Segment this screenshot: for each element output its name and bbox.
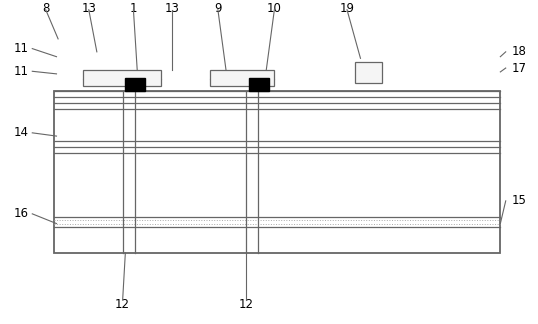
Bar xyxy=(54,91,500,253)
Text: 13: 13 xyxy=(165,2,180,15)
Text: 13: 13 xyxy=(81,2,96,15)
Text: 11: 11 xyxy=(14,65,29,78)
Text: 17: 17 xyxy=(512,62,527,75)
Text: 12: 12 xyxy=(115,298,130,311)
Bar xyxy=(125,78,145,91)
Text: 12: 12 xyxy=(239,298,254,311)
Text: 8: 8 xyxy=(42,2,49,15)
Text: 1: 1 xyxy=(130,2,137,15)
Bar xyxy=(355,62,382,83)
Text: 15: 15 xyxy=(512,194,527,207)
Text: 19: 19 xyxy=(339,2,355,15)
Text: 11: 11 xyxy=(14,42,29,55)
Text: 10: 10 xyxy=(267,2,282,15)
Bar xyxy=(83,70,161,86)
Text: 14: 14 xyxy=(14,126,29,139)
Text: 9: 9 xyxy=(214,2,222,15)
Text: 18: 18 xyxy=(512,45,527,58)
Bar xyxy=(249,78,269,91)
Text: 16: 16 xyxy=(14,207,29,220)
Bar xyxy=(210,70,274,86)
